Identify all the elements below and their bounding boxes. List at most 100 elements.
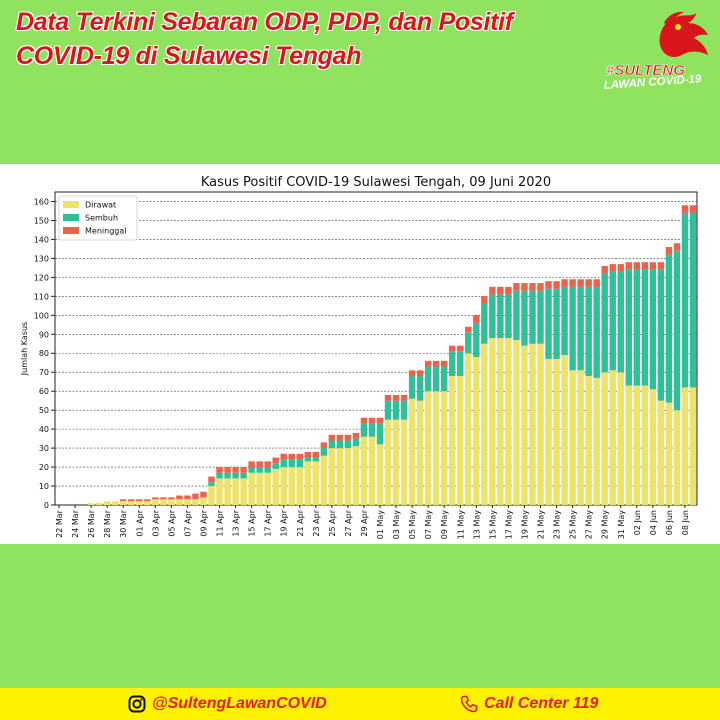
bar-dirawat-31-may — [617, 372, 624, 505]
bar-sembuh-30-may — [609, 271, 616, 371]
y-tick-label: 60 — [39, 387, 49, 396]
y-axis-label: Jumlah Kasus — [20, 322, 29, 376]
y-tick-label: 110 — [34, 292, 49, 301]
bar-sembuh-10-apr — [208, 482, 215, 487]
bar-meninggal-22-apr — [304, 451, 311, 458]
bar-meninggal-23-apr — [312, 451, 320, 458]
bar-dirawat-23-may — [553, 358, 560, 505]
bar-dirawat-02-jun — [633, 385, 641, 505]
bar-meninggal-18-may — [513, 283, 520, 291]
bar-dirawat-03-may — [392, 419, 400, 505]
x-tick-label: 21 Apr — [296, 509, 305, 536]
bar-sembuh-04-jun — [649, 269, 657, 390]
bar-dirawat-09-apr — [200, 497, 207, 505]
bar-dirawat-24-may — [561, 355, 568, 505]
page-title-line1: Data Terkini Sebaran ODP, PDP, dan Posit… — [16, 8, 513, 36]
bar-dirawat-29-may — [601, 372, 608, 505]
bar-dirawat-01-may — [376, 444, 384, 505]
bar-dirawat-18-apr — [272, 468, 279, 505]
bar-meninggal-10-apr — [208, 476, 215, 483]
bar-meninggal-25-apr — [328, 434, 336, 441]
bar-meninggal-20-apr — [288, 453, 295, 460]
bar-sembuh-18-apr — [272, 463, 279, 469]
bar-dirawat-04-jun — [649, 389, 657, 505]
x-tick-label: 17 Apr — [264, 509, 273, 536]
bar-dirawat-11-apr — [216, 478, 223, 505]
legend-label-dirawat: Dirawat — [85, 201, 116, 210]
bar-sembuh-06-may — [416, 376, 424, 401]
call-center-text: Call Center 119 — [484, 695, 599, 712]
x-tick-label: 09 Apr — [199, 509, 208, 536]
x-tick-label: 05 Apr — [167, 509, 176, 536]
x-tick-label: 11 May — [456, 510, 465, 540]
bar-dirawat-22-apr — [304, 461, 311, 505]
bar-sembuh-23-apr — [312, 457, 320, 462]
bar-dirawat-13-may — [473, 357, 480, 505]
bar-sembuh-09-may — [441, 366, 448, 392]
bar-meninggal-26-may — [577, 279, 584, 287]
bar-dirawat-31-mar — [128, 501, 135, 505]
bar-sembuh-02-jun — [633, 269, 641, 386]
y-tick-label: 50 — [39, 406, 49, 415]
bar-meninggal-24-may — [561, 279, 568, 287]
bar-meninggal-15-apr — [248, 461, 255, 468]
bar-meninggal-07-jun — [673, 243, 681, 251]
x-tick-label: 08 Jun — [681, 510, 690, 535]
x-tick-label: 19 Apr — [280, 509, 289, 536]
bar-dirawat-15-apr — [248, 472, 255, 505]
bar-dirawat-28-mar — [103, 501, 111, 505]
bar-meninggal-12-apr — [224, 467, 231, 473]
bar-dirawat-16-may — [497, 338, 504, 505]
bar-sembuh-20-may — [529, 290, 536, 344]
bar-meninggal-28-apr — [352, 432, 360, 439]
bar-sembuh-01-jun — [625, 269, 632, 386]
bar-meninggal-10-may — [449, 345, 456, 352]
bar-meninggal-03-may — [392, 394, 400, 401]
bar-sembuh-24-may — [561, 286, 568, 356]
y-tick-label: 90 — [39, 330, 49, 339]
bar-meninggal-27-may — [585, 279, 592, 287]
bar-dirawat-17-apr — [264, 472, 271, 505]
bar-sembuh-13-apr — [232, 472, 239, 479]
bar-dirawat-16-apr — [256, 472, 263, 505]
legend-swatch-dirawat — [63, 201, 79, 208]
bar-meninggal-21-may — [537, 283, 544, 291]
bar-dirawat-07-may — [424, 391, 432, 505]
x-tick-label: 25 Apr — [328, 509, 337, 536]
bar-meninggal-29-may — [601, 265, 608, 274]
bar-sembuh-04-may — [400, 400, 408, 420]
page-title-line2: COVID-19 di Sulawesi Tengah — [16, 42, 362, 70]
bar-meninggal-05-may — [408, 370, 416, 377]
bar-meninggal-31-may — [617, 264, 624, 272]
bar-sembuh-27-may — [585, 286, 592, 377]
bar-dirawat-13-apr — [232, 478, 239, 505]
instagram-icon — [128, 695, 146, 713]
x-tick-label: 29 May — [601, 510, 610, 540]
bar-dirawat-08-may — [432, 391, 440, 505]
bar-meninggal-04-may — [400, 394, 408, 401]
bar-meninggal-07-apr — [184, 495, 191, 500]
bar-meninggal-02-apr — [144, 499, 151, 502]
bar-dirawat-11-may — [457, 376, 464, 505]
bar-meninggal-11-apr — [216, 467, 223, 473]
bar-sembuh-24-apr — [320, 448, 328, 456]
bar-sembuh-13-may — [473, 322, 480, 358]
x-tick-label: 23 May — [553, 510, 562, 540]
bar-dirawat-03-apr — [152, 499, 159, 505]
bar-meninggal-14-apr — [240, 467, 247, 473]
x-tick-label: 01 May — [376, 510, 385, 540]
bar-dirawat-28-apr — [352, 446, 360, 505]
instagram-handle[interactable]: @SultengLawanCOVID — [128, 688, 327, 720]
bar-sembuh-30-apr — [368, 423, 376, 437]
bar-meninggal-30-may — [609, 264, 616, 272]
x-tick-label: 31 May — [617, 510, 626, 540]
bar-meninggal-15-may — [489, 286, 496, 295]
bar-sembuh-05-jun — [657, 269, 665, 401]
call-center[interactable]: Call Center 119 — [460, 688, 598, 720]
bar-dirawat-05-apr — [168, 499, 175, 505]
bar-sembuh-19-apr — [280, 459, 287, 468]
bar-dirawat-06-may — [416, 400, 424, 505]
y-tick-label: 100 — [34, 311, 49, 320]
bar-dirawat-29-mar — [111, 501, 119, 505]
x-tick-label: 13 May — [472, 510, 481, 540]
